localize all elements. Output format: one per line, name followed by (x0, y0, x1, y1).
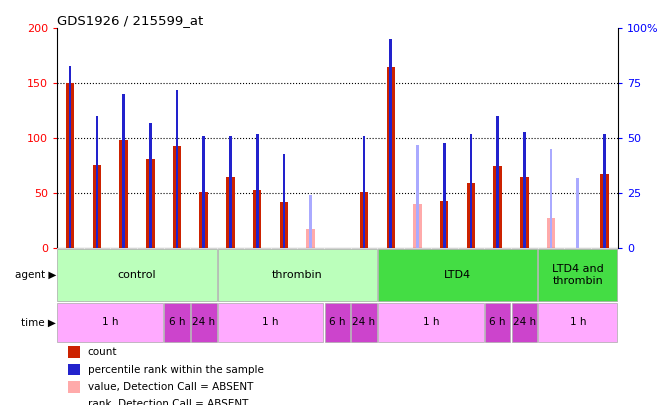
Text: 6 h: 6 h (329, 318, 345, 328)
FancyBboxPatch shape (512, 303, 537, 342)
FancyBboxPatch shape (351, 303, 377, 342)
FancyBboxPatch shape (377, 248, 404, 302)
Bar (122, 94, 125, 248)
Text: LTD4: LTD4 (444, 270, 471, 280)
Text: 24 h: 24 h (353, 318, 375, 328)
FancyBboxPatch shape (325, 303, 350, 342)
Text: time ▶: time ▶ (21, 318, 56, 328)
Bar (307, 229, 315, 248)
Text: 1 h: 1 h (102, 318, 118, 328)
Bar (496, 116, 499, 248)
Bar (523, 132, 526, 248)
Bar (603, 134, 606, 248)
Bar (416, 145, 419, 248)
Text: rank, Detection Call = ABSENT: rank, Detection Call = ABSENT (88, 399, 248, 405)
Text: GDS1926 / 215599_at: GDS1926 / 215599_at (57, 14, 203, 27)
FancyBboxPatch shape (57, 249, 216, 301)
Bar (68, 364, 80, 375)
Bar (68, 381, 80, 392)
FancyBboxPatch shape (244, 248, 271, 302)
Bar (309, 195, 312, 248)
FancyBboxPatch shape (511, 248, 538, 302)
FancyBboxPatch shape (351, 248, 377, 302)
Bar (413, 204, 422, 248)
FancyBboxPatch shape (84, 248, 110, 302)
Text: 24 h: 24 h (192, 318, 215, 328)
Bar (146, 159, 154, 248)
FancyBboxPatch shape (137, 248, 164, 302)
Bar (363, 136, 365, 248)
Bar (520, 177, 528, 248)
Text: value, Detection Call = ABSENT: value, Detection Call = ABSENT (88, 382, 253, 392)
FancyBboxPatch shape (324, 248, 351, 302)
Text: percentile rank within the sample: percentile rank within the sample (88, 364, 263, 375)
Text: 1 h: 1 h (423, 318, 439, 328)
Text: 6 h: 6 h (490, 318, 506, 328)
FancyBboxPatch shape (404, 248, 431, 302)
FancyBboxPatch shape (538, 248, 564, 302)
Bar (93, 164, 101, 248)
FancyBboxPatch shape (57, 303, 163, 342)
Bar (149, 123, 152, 248)
Bar (576, 178, 579, 248)
Bar (387, 67, 395, 248)
Bar (467, 183, 475, 248)
Bar (229, 136, 232, 248)
Bar (66, 83, 74, 248)
FancyBboxPatch shape (297, 248, 324, 302)
FancyBboxPatch shape (271, 248, 297, 302)
Bar (550, 149, 552, 248)
Bar (226, 177, 234, 248)
FancyBboxPatch shape (538, 303, 617, 342)
Text: 24 h: 24 h (513, 318, 536, 328)
Text: 1 h: 1 h (263, 318, 279, 328)
FancyBboxPatch shape (538, 249, 617, 301)
Bar (470, 134, 472, 248)
FancyBboxPatch shape (218, 303, 323, 342)
Bar (68, 346, 80, 358)
Bar (176, 90, 178, 248)
Bar (256, 134, 259, 248)
Text: control: control (118, 270, 156, 280)
Bar (360, 192, 368, 248)
FancyBboxPatch shape (484, 248, 511, 302)
Bar (280, 202, 288, 248)
Bar (283, 153, 285, 248)
Bar (202, 136, 205, 248)
FancyBboxPatch shape (485, 303, 510, 342)
FancyBboxPatch shape (431, 248, 458, 302)
FancyBboxPatch shape (164, 303, 190, 342)
Bar (173, 146, 181, 248)
Bar (120, 141, 128, 248)
Text: thrombin: thrombin (272, 270, 323, 280)
FancyBboxPatch shape (218, 249, 377, 301)
FancyBboxPatch shape (458, 248, 484, 302)
Bar (68, 398, 80, 405)
Bar (443, 143, 446, 248)
Text: LTD4 and
thrombin: LTD4 and thrombin (552, 264, 604, 286)
Bar (547, 218, 555, 248)
Bar (69, 66, 71, 248)
Text: agent ▶: agent ▶ (15, 270, 56, 280)
FancyBboxPatch shape (378, 249, 537, 301)
FancyBboxPatch shape (191, 303, 216, 342)
Bar (253, 190, 261, 248)
Bar (96, 116, 98, 248)
Text: 1 h: 1 h (570, 318, 586, 328)
Text: 6 h: 6 h (169, 318, 185, 328)
FancyBboxPatch shape (591, 248, 618, 302)
Text: count: count (88, 347, 117, 357)
FancyBboxPatch shape (564, 248, 591, 302)
FancyBboxPatch shape (190, 248, 217, 302)
FancyBboxPatch shape (110, 248, 137, 302)
Bar (601, 175, 609, 248)
FancyBboxPatch shape (164, 248, 190, 302)
Bar (440, 201, 448, 248)
Bar (389, 39, 392, 248)
FancyBboxPatch shape (57, 248, 84, 302)
FancyBboxPatch shape (217, 248, 244, 302)
Bar (494, 166, 502, 248)
FancyBboxPatch shape (378, 303, 484, 342)
Bar (200, 192, 208, 248)
